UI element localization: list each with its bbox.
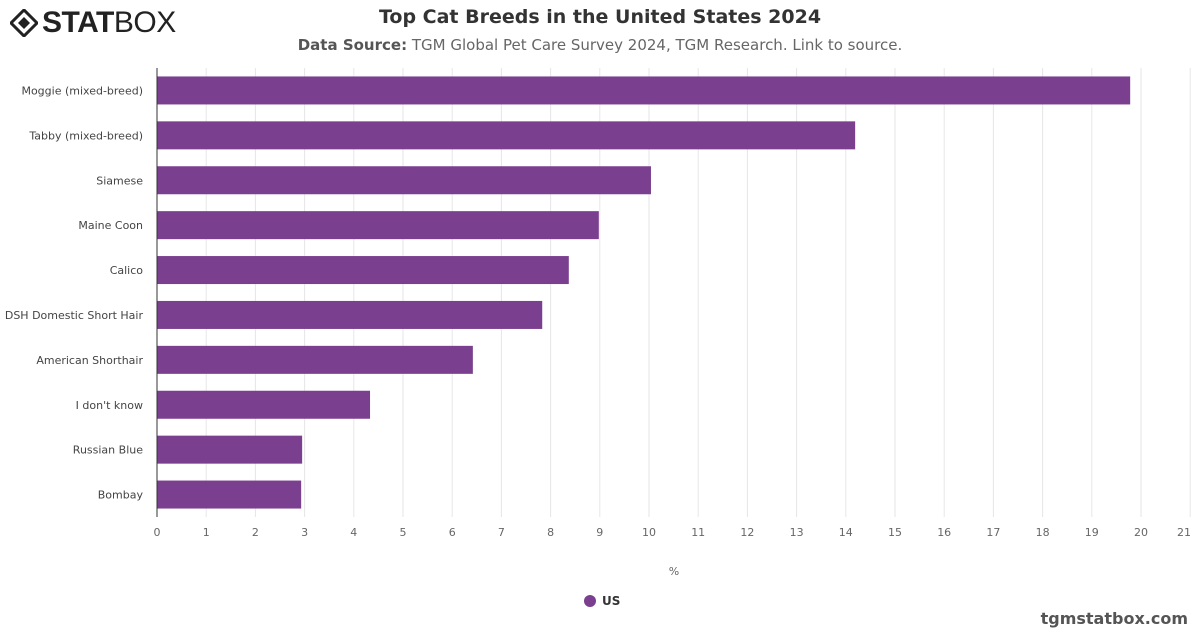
y-category-label: Calico: [110, 264, 144, 277]
x-tick-label: 12: [740, 526, 754, 539]
x-tick-label: 1: [203, 526, 210, 539]
x-axis-title: %: [669, 565, 679, 578]
statbox-logo: STATBOX: [10, 6, 176, 40]
y-category-label: Moggie (mixed-breed): [21, 84, 143, 97]
bar: [157, 480, 302, 509]
chart-subtitle[interactable]: Data Source: TGM Global Pet Care Survey …: [0, 36, 1200, 54]
x-tick-label: 14: [839, 526, 853, 539]
x-tick-label: 9: [596, 526, 603, 539]
bar: [157, 435, 303, 464]
logo-bold: STAT: [42, 6, 114, 39]
x-tick-label: 11: [691, 526, 705, 539]
source-link[interactable]: TGM Global Pet Care Survey 2024, TGM Res…: [411, 36, 903, 54]
x-tick-label: 0: [154, 526, 161, 539]
x-tick-label: 21: [1177, 526, 1191, 539]
bar: [157, 121, 856, 150]
logo-light: BOX: [113, 6, 176, 39]
legend[interactable]: US: [584, 594, 620, 608]
x-tick-label: 4: [350, 526, 357, 539]
x-tick-label: 18: [1036, 526, 1050, 539]
y-category-label: I don't know: [76, 399, 143, 412]
site-credit[interactable]: tgmstatbox.com: [1040, 609, 1188, 628]
x-tick-label: 15: [888, 526, 902, 539]
bar: [157, 76, 1131, 105]
x-tick-label: 5: [400, 526, 407, 539]
x-tick-label: 6: [449, 526, 456, 539]
x-tick-label: 8: [547, 526, 554, 539]
x-tick-label: 19: [1085, 526, 1099, 539]
x-tick-label: 2: [252, 526, 259, 539]
x-tick-label: 20: [1134, 526, 1148, 539]
legend-marker-icon: [584, 595, 596, 607]
bar: [157, 166, 651, 195]
y-category-label: Bombay: [98, 489, 144, 502]
x-tick-label: 16: [937, 526, 951, 539]
x-tick-label: 13: [790, 526, 804, 539]
bar: [157, 256, 569, 285]
legend-label: US: [602, 594, 621, 608]
bar: [157, 211, 599, 240]
x-tick-label: 10: [642, 526, 656, 539]
bar: [157, 390, 371, 419]
source-label: Data Source:: [297, 36, 408, 54]
chart-title: Top Cat Breeds in the United States 2024: [378, 6, 822, 28]
y-category-label: Tabby (mixed-breed): [28, 129, 143, 142]
bar: [157, 300, 543, 329]
x-tick-label: 3: [301, 526, 308, 539]
x-tick-label: 17: [986, 526, 1000, 539]
y-category-label: American Shorthair: [36, 354, 143, 367]
diamond-logo-icon: [10, 9, 38, 37]
bar: [157, 345, 473, 374]
y-category-label: Maine Coon: [78, 219, 143, 232]
y-category-label: Siamese: [96, 174, 143, 187]
x-tick-label: 7: [498, 526, 505, 539]
y-category-label: Russian Blue: [73, 444, 143, 457]
y-category-label: DSH Domestic Short Hair: [5, 309, 144, 322]
